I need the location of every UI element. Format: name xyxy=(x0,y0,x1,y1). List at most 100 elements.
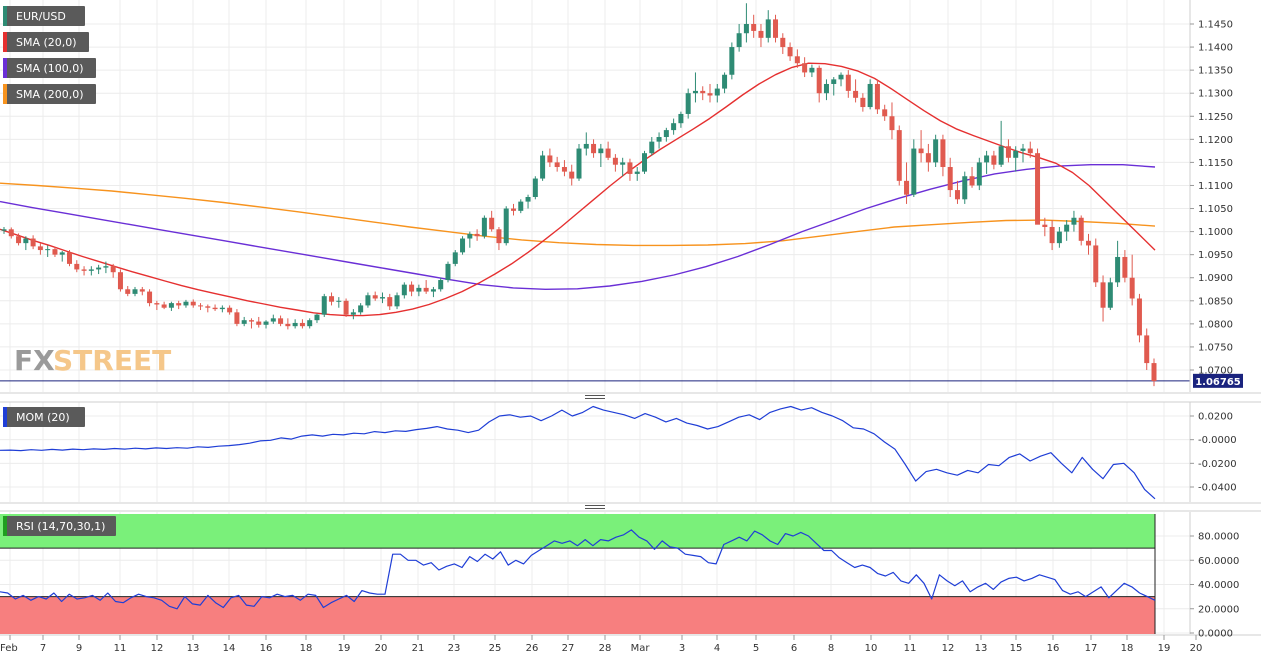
candle-body xyxy=(1005,146,1011,158)
candle-body xyxy=(620,162,626,165)
candle-body xyxy=(183,301,189,306)
candle-body xyxy=(714,88,720,96)
candle-body xyxy=(1136,298,1142,336)
candle-body xyxy=(1115,256,1121,283)
candle-body xyxy=(256,321,262,325)
candle-body xyxy=(1049,226,1055,244)
candle-body xyxy=(1056,231,1062,244)
x-axis-label: 19 xyxy=(1158,643,1171,654)
candle-body xyxy=(474,233,480,237)
candle-body xyxy=(358,305,364,313)
panel-frames xyxy=(0,0,1261,636)
legend-item-1[interactable]: SMA (20,0) xyxy=(3,32,89,52)
rsi-axis-label: 20.0000 xyxy=(1198,604,1239,615)
candle-body xyxy=(998,146,1004,165)
candle-body xyxy=(954,190,960,200)
candle-body xyxy=(561,167,567,172)
candle-body xyxy=(248,320,254,322)
candle-body xyxy=(278,318,284,324)
last-price-label: 1.06765 xyxy=(1195,377,1241,388)
legend-item-2[interactable]: SMA (100,0) xyxy=(3,58,96,78)
x-axis-label: 21 xyxy=(412,643,425,654)
rsi-axis-label: 0.0000 xyxy=(1198,629,1233,640)
legend-item-3-bg xyxy=(3,84,96,104)
candle-body xyxy=(52,249,58,255)
mom-axis-label: -0.0000 xyxy=(1198,435,1237,446)
rsi-axis-label: 60.0000 xyxy=(1198,556,1239,567)
x-axis-label: 26 xyxy=(526,643,539,654)
x-axis-label: 14 xyxy=(223,643,236,654)
candle-body xyxy=(940,139,946,168)
candle-body xyxy=(634,171,640,174)
candle-body xyxy=(110,266,116,273)
candle-body xyxy=(1078,217,1084,241)
x-axis-label: Feb xyxy=(0,643,18,654)
candle-body xyxy=(285,323,291,327)
legend-item-3-label: SMA (200,0) xyxy=(16,88,84,101)
candle-body xyxy=(583,143,589,149)
legends[interactable]: EUR/USD SMA (20,0) SMA (100,0) SMA (200,0) M… xyxy=(3,6,116,536)
candle-body xyxy=(16,236,22,244)
x-axis-label: 15 xyxy=(1010,643,1023,654)
candle-body xyxy=(867,83,873,108)
candle-body xyxy=(882,109,888,117)
legend-item-0[interactable]: EUR/USD xyxy=(3,6,85,26)
legend-rsi-bg xyxy=(3,516,116,536)
x-axis-label: 20 xyxy=(375,643,388,654)
x-axis-label: 10 xyxy=(865,643,878,654)
candle-body xyxy=(918,148,924,154)
x-axis-label: 16 xyxy=(1047,643,1060,654)
candle-body xyxy=(860,97,866,108)
candle-body xyxy=(132,289,138,294)
legend-item-3[interactable]: SMA (200,0) xyxy=(3,84,96,104)
candle-body xyxy=(700,90,706,94)
candle-body xyxy=(722,74,728,89)
candle-body xyxy=(976,162,982,186)
x-axis-label: 13 xyxy=(975,643,988,654)
x-axis-label: 7 xyxy=(40,643,46,654)
candle-body xyxy=(503,208,509,244)
candle-body xyxy=(168,303,174,308)
legend-mom-label: MOM (20) xyxy=(16,411,70,424)
legend-item-3-swatch xyxy=(3,84,7,104)
candle-body xyxy=(190,301,196,306)
candle-body xyxy=(1064,224,1070,232)
candle-body xyxy=(176,303,182,306)
candle-body xyxy=(387,297,393,307)
candle-body xyxy=(1085,240,1091,246)
candle-body xyxy=(430,289,436,292)
candle-body xyxy=(1042,224,1048,227)
price-axis-label: 1.1200 xyxy=(1198,135,1233,146)
legend-item-2-label: SMA (100,0) xyxy=(16,62,84,75)
mom-axis-label: -0.0200 xyxy=(1198,459,1237,470)
candle-body xyxy=(452,252,458,264)
rsi-axis-label: 80.0000 xyxy=(1198,532,1239,543)
candle-body xyxy=(642,153,648,172)
candle-body xyxy=(489,217,495,230)
price-axis-label: 1.1050 xyxy=(1198,204,1233,215)
legend-item-2-bg xyxy=(3,58,96,78)
legend-mom-bg xyxy=(3,407,85,427)
candle-body xyxy=(663,130,669,138)
mom-axis-label: 0.0200 xyxy=(1198,412,1233,423)
x-axis-label: 18 xyxy=(300,643,313,654)
candle-body xyxy=(117,272,123,290)
legend-rsi[interactable]: RSI (14,70,30,1) xyxy=(3,516,116,536)
price-axis-label: 1.1250 xyxy=(1198,112,1233,123)
x-axis-label: 20 xyxy=(1190,643,1203,654)
candle-body xyxy=(481,217,487,237)
candle-body xyxy=(460,238,466,253)
legend-mom[interactable]: MOM (20) xyxy=(3,407,85,427)
candle-body xyxy=(496,229,502,244)
candle-body xyxy=(314,314,320,321)
x-axis-label: 23 xyxy=(448,643,461,654)
candle-body xyxy=(598,148,604,154)
candle-body xyxy=(947,167,953,191)
x-axis-label: 12 xyxy=(151,643,164,654)
candle-body xyxy=(962,176,968,200)
x-axis-label: Mar xyxy=(631,643,651,654)
candle-body xyxy=(401,284,407,296)
x-axis-label: 19 xyxy=(338,643,351,654)
legend-item-0-swatch xyxy=(3,6,7,26)
candle-body xyxy=(1035,153,1041,225)
